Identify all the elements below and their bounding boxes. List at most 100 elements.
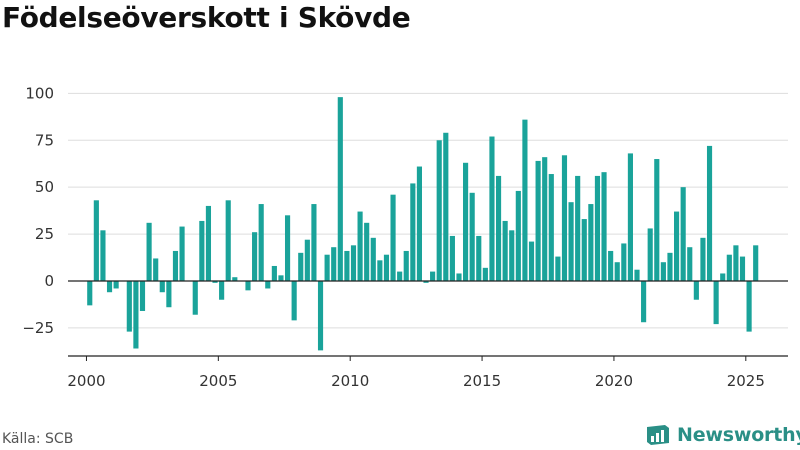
bar	[271, 265, 277, 281]
bar	[561, 155, 568, 281]
bar	[680, 187, 686, 281]
bar	[436, 140, 442, 281]
bar	[456, 273, 462, 281]
bar	[100, 230, 106, 281]
bar	[594, 175, 601, 281]
bar	[601, 172, 607, 281]
x-tick-label: 2025	[727, 372, 765, 390]
y-tick-label: 50	[35, 178, 54, 196]
bar	[674, 211, 680, 281]
bar	[739, 256, 746, 281]
bar	[423, 280, 429, 283]
bar	[350, 245, 357, 281]
bar	[252, 232, 258, 281]
bar	[87, 280, 93, 306]
bar	[614, 262, 620, 281]
axes: −25 0 25 50 75 100 2000 2005 2010 2015 2020 2025	[22, 84, 788, 390]
bar	[232, 277, 238, 281]
x-tick-label: 2015	[463, 372, 501, 390]
bar	[753, 245, 759, 281]
bar	[746, 280, 752, 332]
bar	[205, 205, 212, 281]
bar	[357, 211, 363, 281]
bar	[733, 245, 739, 281]
chart-title: Födelseöverskott i Skövde	[2, 1, 411, 34]
bar	[687, 247, 693, 281]
bar	[172, 250, 179, 281]
bar	[159, 280, 165, 293]
bar	[324, 254, 330, 281]
bar	[265, 280, 271, 289]
bar	[133, 280, 139, 349]
y-tick-label: 100	[25, 84, 54, 102]
x-tick-label: 2020	[595, 372, 633, 390]
bar	[726, 254, 732, 281]
y-tick-label: 0	[44, 272, 54, 290]
bar	[654, 159, 660, 281]
bar	[647, 228, 653, 281]
bar	[331, 247, 337, 281]
bar	[495, 175, 502, 281]
bar	[621, 243, 627, 281]
x-tick-label: 2000	[67, 372, 105, 390]
x-tick-label: 2005	[199, 372, 237, 390]
bar	[700, 237, 706, 281]
bar	[199, 220, 205, 281]
bar	[146, 222, 152, 281]
bar	[311, 204, 317, 281]
x-tick-label: 2010	[331, 372, 369, 390]
bar	[693, 280, 699, 300]
bar	[515, 190, 521, 281]
bar	[713, 280, 719, 325]
bar	[166, 280, 172, 308]
bar	[245, 280, 251, 291]
bar	[225, 200, 231, 281]
bar	[706, 145, 713, 281]
newsworthy-logo-icon	[647, 425, 669, 445]
bar	[449, 235, 455, 281]
bar	[291, 280, 297, 321]
bar	[528, 241, 535, 281]
brand-logo[interactable]: Newsworthy	[645, 421, 800, 449]
bar	[383, 254, 390, 281]
bar	[581, 219, 587, 281]
bar	[575, 175, 581, 281]
bar	[304, 239, 310, 281]
bar	[212, 280, 218, 283]
bar	[476, 235, 482, 281]
bar	[192, 280, 198, 315]
bar	[535, 160, 541, 281]
bar	[588, 204, 594, 281]
bars	[87, 97, 759, 351]
bar	[377, 260, 383, 281]
brand-name: Newsworthy	[677, 424, 800, 446]
bar	[542, 157, 548, 281]
bar	[667, 252, 673, 281]
bar	[502, 220, 508, 281]
bar	[548, 174, 554, 281]
bar	[482, 267, 488, 281]
bar	[634, 269, 640, 281]
bar	[219, 280, 225, 300]
bar	[126, 280, 132, 332]
bar	[627, 153, 633, 281]
bar	[555, 256, 561, 281]
bar	[403, 250, 409, 281]
bar	[489, 136, 495, 281]
bar	[443, 132, 449, 281]
bar	[258, 204, 264, 281]
bar	[397, 271, 403, 281]
bar	[469, 192, 475, 281]
bar	[364, 222, 370, 281]
bar	[522, 119, 528, 281]
bar	[298, 252, 304, 281]
bar	[568, 202, 574, 281]
bar	[93, 200, 99, 281]
bar	[113, 280, 119, 289]
bar	[410, 183, 416, 281]
bar	[416, 166, 422, 281]
bar	[430, 271, 436, 281]
bar	[608, 250, 614, 281]
y-tick-label: 75	[35, 131, 54, 149]
bar	[720, 273, 726, 281]
